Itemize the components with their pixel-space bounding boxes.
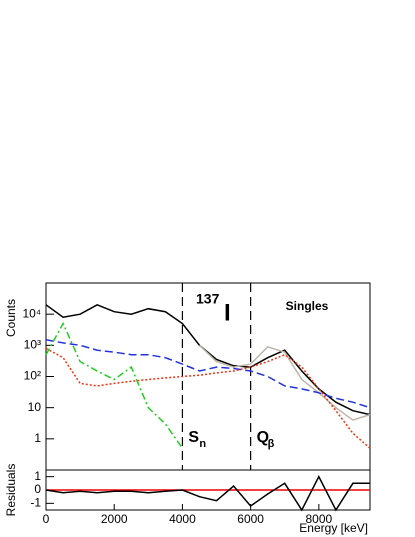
x-tick-label: 6000 (237, 512, 264, 526)
marker-sub: β (268, 438, 275, 450)
y-label: Counts (4, 299, 18, 337)
nucleus-symbol: I (224, 299, 231, 326)
annotation: Singles (286, 299, 329, 313)
x-tick-label: 2000 (101, 512, 128, 526)
y-label: Residuals (4, 464, 18, 517)
x-tick-label: 0 (43, 512, 50, 526)
data-line (45, 339, 371, 409)
data-line (45, 303, 371, 416)
y-tick-label: 1 (34, 431, 41, 445)
y-tick-label: 10⁴ (22, 306, 41, 320)
y-tick-label: 10² (24, 369, 41, 383)
nucleus-mass: 137 (196, 291, 220, 307)
marker-sub: n (199, 438, 206, 450)
y-tick-label: 0 (34, 482, 41, 496)
x-tick-label: 4000 (169, 512, 196, 526)
y-tick-label: 1 (34, 469, 41, 483)
data-line (45, 475, 370, 512)
marker-label: Q (257, 429, 269, 446)
data-line (45, 321, 184, 449)
y-tick-label: 10³ (24, 338, 41, 352)
x-tick-label: 8000 (305, 512, 332, 526)
y-tick-label: -1 (30, 496, 41, 510)
data-line (45, 347, 371, 449)
data-line (198, 344, 371, 421)
y-tick-label: 10 (28, 400, 42, 414)
marker-label: S (188, 429, 199, 446)
x-label: Energy [keV] (299, 521, 368, 535)
